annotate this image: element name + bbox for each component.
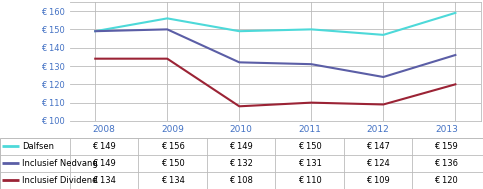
Text: € 149: € 149 [229, 142, 253, 151]
Text: € 156: € 156 [161, 142, 185, 151]
Text: € 134: € 134 [161, 176, 185, 185]
Text: € 150: € 150 [298, 142, 321, 151]
Text: € 132: € 132 [229, 159, 253, 168]
Text: € 120: € 120 [435, 176, 458, 185]
Text: € 131: € 131 [298, 159, 322, 168]
Bar [0, 138, 483, 189]
Text: € 159: € 159 [435, 142, 458, 151]
Text: 2008: 2008 [93, 125, 116, 134]
Text: 2013: 2013 [435, 125, 458, 134]
Text: € 149: € 149 [92, 159, 116, 168]
Text: 2009: 2009 [161, 125, 184, 134]
Text: € 110: € 110 [298, 176, 321, 185]
Text: Inclusief Nedvang: Inclusief Nedvang [22, 159, 98, 168]
Text: Dalfsen: Dalfsen [22, 142, 54, 151]
Text: 2010: 2010 [229, 125, 253, 134]
Text: Inclusief Dividend: Inclusief Dividend [22, 176, 97, 185]
Text: € 150: € 150 [161, 159, 185, 168]
Text: € 134: € 134 [92, 176, 116, 185]
Text: 2011: 2011 [298, 125, 321, 134]
Text: 2012: 2012 [367, 125, 389, 134]
Text: € 124: € 124 [366, 159, 390, 168]
Text: € 136: € 136 [434, 159, 458, 168]
Text: € 108: € 108 [229, 176, 253, 185]
Text: € 149: € 149 [92, 142, 116, 151]
Text: € 147: € 147 [366, 142, 390, 151]
Text: € 109: € 109 [366, 176, 390, 185]
